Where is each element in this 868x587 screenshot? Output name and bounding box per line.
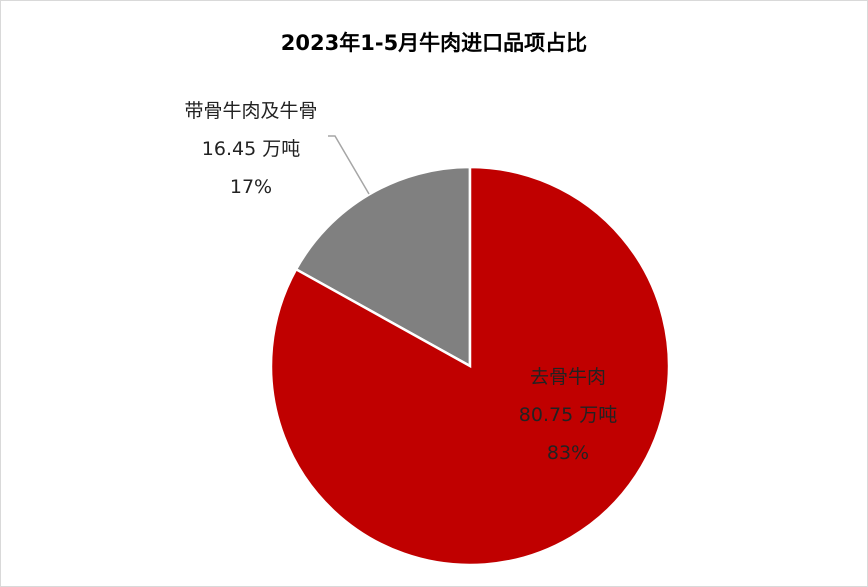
leader-line	[328, 135, 370, 195]
slice-label-bone-in: 带骨牛肉及牛骨 16.45 万吨 17%	[151, 92, 351, 206]
slice-percent: 83%	[546, 442, 590, 464]
chart-title: 2023年1-5月牛肉进口品项占比	[280, 31, 588, 55]
slice-percent: 17%	[229, 176, 273, 198]
slice-value: 16.45 万吨	[201, 138, 301, 160]
pie-slice-1	[294, 165, 472, 369]
slice-value: 80.75 万吨	[518, 404, 618, 426]
pie-slice-0	[269, 165, 671, 567]
slice-name: 去骨牛肉	[529, 366, 606, 388]
slice-label-boneless: 去骨牛肉 80.75 万吨 83%	[493, 358, 643, 472]
slice-name: 带骨牛肉及牛骨	[184, 100, 318, 122]
